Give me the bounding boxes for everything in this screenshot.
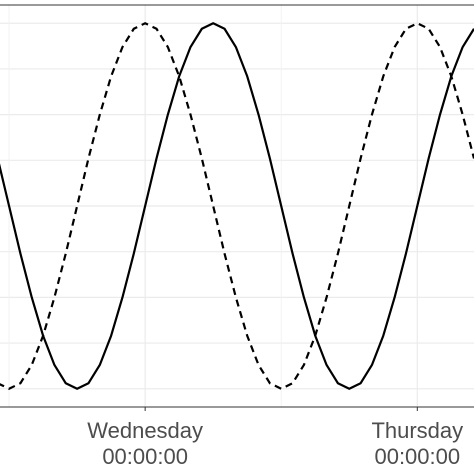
- x-tick-label: Wednesday 00:00:00: [87, 418, 204, 469]
- panel-border: [0, 4, 474, 408]
- plot-lines: [0, 22, 474, 390]
- x-tick-label: Thursday 00:00:00: [371, 418, 464, 469]
- line: [0, 22, 474, 390]
- line: [0, 22, 474, 390]
